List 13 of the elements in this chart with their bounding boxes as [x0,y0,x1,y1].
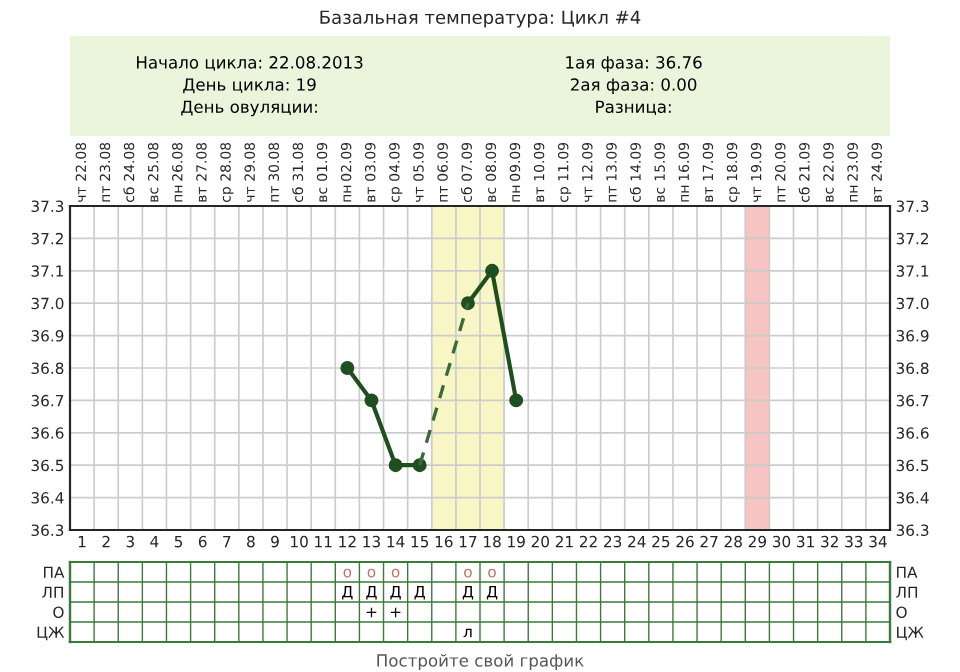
point [388,458,403,473]
text: День овуляции: [181,100,317,117]
chart-title: Базальная температура: Цикл #4 [320,10,641,28]
text: 1ая фаза: 36.76 [566,56,702,72]
text: День цикла: 19 [183,78,316,94]
point [509,393,524,408]
point [340,361,355,375]
point [364,393,379,408]
text: Разница: [596,100,671,116]
text: 2ая фаза: 0.00 [570,78,697,95]
text: Начало цикла: 22.08.2013 [137,56,363,71]
point [485,263,499,278]
text: Постройте свой график [377,653,584,670]
